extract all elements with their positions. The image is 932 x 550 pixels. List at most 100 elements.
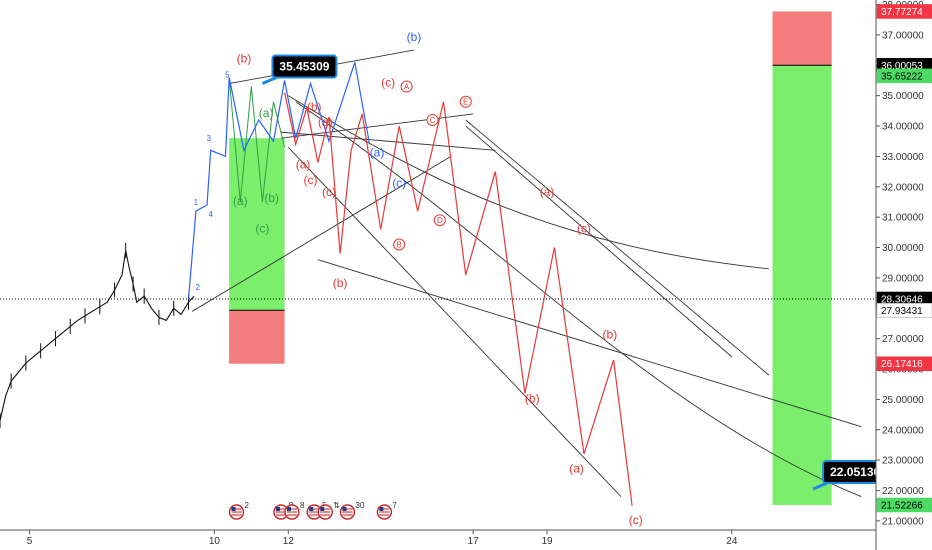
red-wave-path bbox=[284, 92, 633, 506]
price-tag-label: 37.77274 bbox=[881, 7, 923, 18]
wave-label: (b) bbox=[407, 30, 422, 44]
y-tick-label: 31.00000 bbox=[882, 213, 924, 224]
price-tag bbox=[876, 356, 932, 371]
y-tick-label: 24.00000 bbox=[882, 425, 924, 436]
wave-label: (c) bbox=[392, 176, 406, 190]
price-tag bbox=[876, 4, 932, 19]
flag-canton bbox=[342, 507, 347, 511]
wave-label: (c) bbox=[255, 221, 269, 235]
callout-value: 22.05130 bbox=[830, 465, 880, 479]
event-count: 7 bbox=[392, 501, 397, 510]
y-axis-panel bbox=[876, 0, 932, 550]
wave-label: (a) bbox=[259, 106, 274, 120]
price-tag-label: 27.93431 bbox=[881, 306, 923, 317]
wave-number-label: 5 bbox=[225, 70, 230, 79]
y-tick-label: 37.00000 bbox=[882, 30, 924, 41]
wave-label: (a) bbox=[233, 194, 248, 208]
callout-pointer bbox=[812, 481, 828, 491]
flag-canton bbox=[309, 507, 314, 511]
y-tick-label: 27.00000 bbox=[882, 334, 924, 345]
y-tick-label: 34.00000 bbox=[882, 122, 924, 133]
trend-line bbox=[287, 146, 622, 497]
flag-canton bbox=[379, 507, 384, 511]
flag-canton bbox=[275, 507, 280, 511]
price-series bbox=[0, 242, 195, 429]
x-tick-label: 10 bbox=[209, 536, 221, 547]
circled-label-ring bbox=[400, 80, 413, 93]
price-tag bbox=[876, 68, 932, 84]
circled-label: E bbox=[463, 98, 468, 107]
wave-label: (a) bbox=[370, 145, 385, 159]
short-stop-zone bbox=[772, 11, 832, 66]
callout-box bbox=[271, 54, 338, 79]
y-tick-label: 25.00000 bbox=[882, 395, 924, 406]
wave-label: (c) bbox=[629, 513, 643, 527]
circled-label: D bbox=[437, 216, 443, 225]
circled-label-ring bbox=[433, 214, 446, 227]
wave-label: (b) bbox=[333, 276, 348, 290]
y-tick-label: 32.00000 bbox=[882, 182, 924, 193]
event-count: 30 bbox=[355, 501, 364, 510]
x-tick-label: 12 bbox=[283, 536, 295, 547]
price-tag-label: 26.17416 bbox=[881, 359, 923, 370]
flag-canton bbox=[231, 507, 236, 511]
wave-label: (b) bbox=[525, 391, 540, 405]
y-tick-label: 23.00000 bbox=[882, 456, 924, 467]
x-tick-label: 24 bbox=[726, 536, 738, 547]
event-markers: 2885⇅307 bbox=[228, 501, 397, 520]
wave-label: (b) bbox=[237, 51, 252, 65]
wave-label: (c) bbox=[303, 173, 317, 187]
wave-label: (a) bbox=[318, 115, 333, 129]
trend-line bbox=[317, 259, 862, 428]
wave-number-label: 1 bbox=[194, 198, 199, 207]
trend-lines bbox=[0, 49, 876, 498]
price-callouts: 35.45309 22.05130 bbox=[261, 54, 889, 491]
y-tick-label: 29.00000 bbox=[882, 273, 924, 284]
price-line bbox=[0, 250, 195, 421]
flag-canton bbox=[287, 507, 291, 511]
wave-number-label: 2 bbox=[196, 283, 201, 292]
trend-line bbox=[465, 125, 733, 358]
y-tick-label: 22.00000 bbox=[882, 486, 924, 497]
y-tick-label: 21.00000 bbox=[882, 516, 924, 527]
circled-label: A bbox=[404, 83, 410, 92]
circled-label-ring bbox=[426, 113, 439, 126]
price-tag-label: 36.00053 bbox=[881, 61, 923, 72]
position-zones bbox=[229, 11, 832, 506]
trend-curve bbox=[295, 101, 862, 498]
trend-line bbox=[191, 156, 452, 312]
wave-label: (c) bbox=[322, 185, 336, 199]
event-count: ⇅ bbox=[333, 501, 340, 510]
wave-number-label: 4 bbox=[208, 210, 213, 219]
wave-label: (a) bbox=[569, 461, 584, 475]
wave-label: (b) bbox=[603, 328, 618, 342]
trend-line bbox=[465, 119, 770, 376]
green-wave-path bbox=[228, 77, 286, 203]
circled-label: C bbox=[430, 116, 436, 125]
y-tick-label: 33.00000 bbox=[882, 152, 924, 163]
x-tick-label: 17 bbox=[468, 536, 480, 547]
x-axis-panel bbox=[0, 530, 876, 550]
long-profit-zone bbox=[229, 138, 285, 311]
wave-label: (b) bbox=[264, 191, 279, 205]
x-tick-label: 5 bbox=[27, 536, 33, 547]
price-tag bbox=[876, 497, 932, 513]
event-count: 8 bbox=[300, 501, 305, 510]
trend-line bbox=[280, 131, 496, 151]
wave-paths bbox=[187, 62, 633, 506]
short-profit-zone bbox=[772, 65, 832, 506]
price-tag bbox=[876, 303, 932, 318]
circled-label: B bbox=[397, 240, 402, 249]
price-tag-label: 28.30646 bbox=[881, 294, 923, 305]
callout-value: 35.45309 bbox=[279, 60, 329, 74]
flag-canton bbox=[320, 507, 325, 511]
wave-label: (c) bbox=[381, 76, 395, 90]
wave-label: (a) bbox=[540, 185, 555, 199]
price-tag-label: 35.65222 bbox=[881, 71, 923, 82]
wave-label: (c) bbox=[577, 221, 591, 235]
callout-pointer bbox=[261, 76, 278, 85]
circled-label-ring bbox=[459, 95, 472, 108]
wave-number-label: 3 bbox=[207, 134, 212, 143]
